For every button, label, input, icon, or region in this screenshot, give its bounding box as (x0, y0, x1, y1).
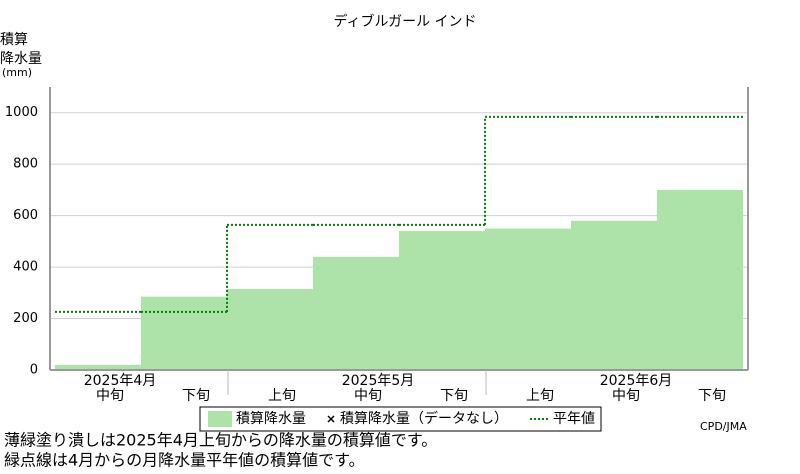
note: 薄緑塗り潰しは2025年4月上旬からの降水量の積算値です。 (4, 431, 437, 450)
y-axis-label: 降水量 (0, 51, 42, 67)
month-label: 2025年4月 (84, 373, 157, 389)
bar (141, 296, 227, 370)
x-tick-label: 上旬 (268, 388, 296, 404)
bar (313, 256, 399, 370)
y-tick-label: 400 (13, 260, 38, 275)
x-tick-label: 中旬 (96, 388, 124, 404)
x-tick-label: 下旬 (182, 388, 210, 404)
bar (55, 364, 141, 370)
note: 緑点線は4月からの月降水量平年値の積算値です。 (4, 451, 365, 470)
x-tick-label: 中旬 (612, 388, 640, 404)
credit: CPD/JMA (700, 420, 747, 433)
y-tick-label: 200 (13, 311, 38, 326)
y-tick-label: 800 (13, 157, 38, 172)
x-tick-label: 下旬 (440, 388, 468, 404)
y-axis-label: (mm) (2, 66, 32, 79)
bar (571, 220, 657, 370)
chart-title: ディブルガール インド (333, 13, 476, 30)
bar (227, 288, 313, 370)
legend-label: 積算降水量（データなし） (340, 410, 508, 427)
month-label: 2025年6月 (600, 373, 673, 389)
x-tick-label: 上旬 (526, 388, 554, 404)
bar (657, 189, 743, 370)
bar (485, 228, 571, 370)
y-tick-label: 0 (30, 363, 38, 378)
legend-x-mark (327, 415, 335, 423)
x-tick-label: 中旬 (354, 388, 382, 404)
y-axis-label: 積算 (0, 32, 28, 48)
y-tick-label: 600 (13, 208, 38, 223)
x-tick-label: 下旬 (698, 388, 726, 404)
month-label: 2025年5月 (342, 373, 415, 389)
bar (399, 231, 485, 370)
legend-label: 平年値 (553, 411, 595, 427)
legend-label: 積算降水量 (236, 411, 306, 427)
legend-swatch (208, 411, 232, 427)
y-tick-label: 1000 (5, 105, 38, 120)
